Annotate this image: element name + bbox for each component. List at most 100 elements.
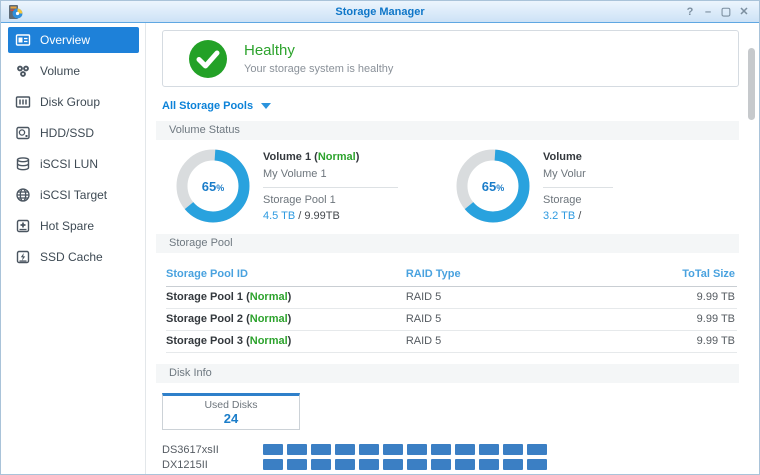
sidebar-item-overview[interactable]: Overview	[8, 27, 139, 53]
volume-pool: Storage	[543, 193, 582, 206]
volume-usage-percent: 65%	[481, 178, 505, 194]
pool-status-badge: Normal	[249, 313, 288, 325]
volume-status-row: 65% Volume 1 (Normal) My Volume 1 Storag…	[156, 140, 739, 234]
volume-usage-donut: 65%	[456, 149, 530, 223]
sidebar-item-label: HDD/SSD	[40, 126, 95, 140]
volume-description: My Volur	[543, 167, 586, 180]
disk-slot	[287, 444, 307, 455]
maximize-icon[interactable]: ▢	[720, 5, 732, 18]
ssd-cache-icon	[15, 249, 31, 265]
sidebar-item-iscsi-target[interactable]: iSCSI Target	[8, 182, 139, 208]
disk-slot	[383, 444, 403, 455]
sidebar-item-volume[interactable]: Volume	[8, 58, 139, 84]
disk-slot	[311, 459, 331, 470]
volume-name: Volume 1 (Normal)	[263, 150, 360, 163]
divider	[543, 186, 613, 188]
disk-slot	[503, 459, 523, 470]
disk-slot	[527, 459, 547, 470]
table-row-storage-pool-2[interactable]: Storage Pool 2 (Normal) RAID 5 9.99 TB	[166, 308, 737, 331]
sidebar-item-label: iSCSI Target	[40, 188, 108, 202]
sidebar-item-iscsi-lun[interactable]: iSCSI LUN	[8, 151, 139, 177]
titlebar: Storage Manager ? – ▢ ✕	[1, 1, 759, 23]
divider	[263, 186, 398, 188]
volume-card-1: 65% Volume 1 (Normal) My Volume 1 Storag…	[176, 149, 398, 223]
healthy-check-icon	[189, 39, 227, 78]
disk-group-icon	[15, 94, 31, 110]
storage-pool-table: Storage Pool ID RAID Type ToTal Size Sto…	[166, 265, 737, 353]
table-row-storage-pool-1[interactable]: Storage Pool 1 (Normal) RAID 5 9.99 TB	[166, 286, 737, 309]
section-header-disk-info: Disk Info	[156, 364, 739, 383]
column-header-pool-id[interactable]: Storage Pool ID	[166, 265, 406, 287]
volume-description: My Volume 1	[263, 167, 327, 180]
window-title: Storage Manager	[335, 5, 425, 18]
device-name: DX1215II	[162, 458, 208, 471]
disk-slot	[431, 444, 451, 455]
sidebar-item-label: Volume	[40, 64, 81, 78]
health-status: Healthy	[244, 42, 295, 59]
disk-slot	[263, 459, 283, 470]
storage-pool-filter-dropdown[interactable]: All Storage Pools	[162, 100, 272, 112]
sidebar-item-disk-group[interactable]: Disk Group	[8, 89, 139, 115]
iscsi-lun-icon	[15, 156, 31, 172]
used-disks-count: 24	[223, 411, 239, 426]
sidebar-item-label: Disk Group	[40, 95, 101, 109]
sidebar-item-hdd-ssd[interactable]: HDD/SSD	[8, 120, 139, 146]
pool-total-size: 9.99 TB	[611, 330, 737, 353]
disk-slot	[479, 444, 499, 455]
disk-slot	[383, 459, 403, 470]
volume-usage-donut: 65%	[176, 149, 250, 223]
volume-usage-text: 4.5 TB / 9.99TB	[263, 209, 340, 222]
disk-slot	[287, 459, 307, 470]
overview-content: Healthy Your storage system is healthy A…	[146, 23, 759, 474]
used-disks-card: Used Disks 24	[162, 393, 300, 430]
hdd-ssd-icon	[15, 125, 31, 141]
section-header-volume-status: Volume Status	[156, 121, 739, 140]
disk-slot	[431, 459, 451, 470]
pool-raid-type: RAID 5	[405, 286, 612, 309]
pool-total-size: 9.99 TB	[611, 308, 737, 331]
health-message: Your storage system is healthy	[244, 63, 394, 75]
hot-spare-icon	[15, 218, 31, 234]
disk-slot	[335, 459, 355, 470]
close-icon[interactable]: ✕	[739, 5, 749, 18]
used-disks-label: Used Disks	[204, 399, 258, 411]
sidebar-item-label: SSD Cache	[40, 250, 103, 264]
storage-manager-app-icon	[7, 4, 23, 20]
storage-pool-filter-label: All Storage Pools	[162, 100, 254, 112]
volume-name: Volume	[543, 150, 582, 163]
pool-raid-type: RAID 5	[405, 308, 612, 331]
disk-slot	[455, 459, 475, 470]
disk-slot	[479, 459, 499, 470]
device-row-ds3617xs: DS3617xsII	[162, 444, 739, 456]
disk-slot	[335, 444, 355, 455]
sidebar-item-label: Hot Spare	[40, 219, 95, 233]
sidebar-item-hot-spare[interactable]: Hot Spare	[8, 213, 139, 239]
sidebar-item-ssd-cache[interactable]: SSD Cache	[8, 244, 139, 270]
disk-slot-grid	[263, 459, 547, 470]
window-controls: ? – ▢ ✕	[683, 5, 759, 19]
device-rows: DS3617xsII DX1215II	[162, 444, 739, 471]
iscsi-target-icon	[15, 187, 31, 203]
sidebar-item-label: Overview	[40, 33, 91, 47]
device-row-dx1215: DX1215II	[162, 458, 739, 471]
disk-slot	[407, 444, 427, 455]
chevron-down-icon	[261, 103, 272, 109]
volume-usage-text: 3.2 TB /	[543, 209, 582, 222]
volume-usage-percent: 65%	[201, 178, 225, 194]
vertical-scrollbar-thumb[interactable]	[748, 48, 755, 120]
column-header-total-size[interactable]: ToTal Size	[611, 265, 737, 287]
disk-slot	[455, 444, 475, 455]
health-card: Healthy Your storage system is healthy	[162, 30, 739, 87]
volume-card-2: 65% Volume My Volur Storage 3.2 TB /	[456, 149, 618, 223]
section-header-storage-pool: Storage Pool	[156, 234, 739, 253]
volume-status-badge: Normal	[317, 150, 356, 163]
pool-total-size: 9.99 TB	[611, 286, 737, 309]
help-icon[interactable]: ?	[686, 5, 694, 18]
volume-icon	[15, 63, 31, 79]
table-row-storage-pool-3[interactable]: Storage Pool 3 (Normal) RAID 5 9.99 TB	[166, 330, 737, 353]
minimize-icon[interactable]: –	[704, 5, 712, 18]
disk-slot-grid	[263, 444, 547, 455]
table-header-row: Storage Pool ID RAID Type ToTal Size	[166, 265, 737, 287]
column-header-raid-type[interactable]: RAID Type	[405, 265, 612, 287]
